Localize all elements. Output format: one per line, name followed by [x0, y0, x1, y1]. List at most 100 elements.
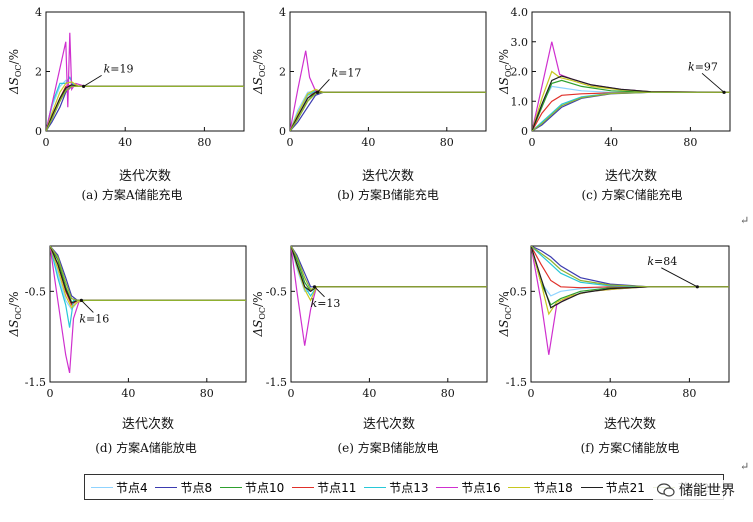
plot-frame [49, 245, 247, 383]
panel-caption: (c) 方案C储能充电 [581, 187, 682, 202]
panel-caption: (f) 方案C储能放电 [581, 440, 680, 455]
y-tick-label: 3.0 [511, 36, 529, 49]
y-tick-label: -0.5 [506, 285, 527, 298]
x-axis-label: 迭代次数 [605, 168, 657, 184]
x-tick-label: 0 [529, 136, 536, 149]
series-line-9 [46, 85, 244, 131]
legend-swatch [436, 486, 459, 488]
series-group [532, 41, 730, 131]
series-line-4 [531, 246, 729, 289]
x-tick-label: 40 [603, 387, 617, 400]
x-tick-label: 80 [683, 136, 697, 149]
x-tick-label: 0 [288, 387, 295, 400]
series-line-6 [50, 246, 246, 374]
series-line-9 [531, 246, 729, 288]
series-group [50, 246, 246, 374]
y-tick-label: -1.5 [266, 376, 287, 389]
chart-panel-c: 0 1.0 2.0 3.0 4.0 0 40 80 k=97 ΔSOC/% 迭代次数 (c) 方案C储… [497, 6, 731, 202]
series-group [46, 32, 244, 131]
series-line-8 [290, 91, 486, 131]
annotation-arrow [81, 300, 94, 313]
x-tick-label: 0 [47, 387, 54, 400]
annotation-arrowhead [79, 298, 83, 302]
y-tick-label: 2 [35, 66, 42, 79]
x-tick-label: 0 [287, 136, 294, 149]
series-group [290, 50, 486, 131]
series-line-2 [290, 91, 486, 131]
y-tick-label: 4 [35, 6, 42, 19]
annotation-arrowhead [695, 285, 699, 289]
annotation-label: k=16 [79, 312, 109, 325]
series-line-9 [290, 91, 486, 131]
y-axis-label: ΔSOC/% [7, 49, 23, 95]
annotation-arrowhead [82, 84, 86, 88]
x-tick-label: 40 [121, 387, 135, 400]
x-axis-label: 迭代次数 [604, 416, 656, 432]
wechat-icon [657, 483, 675, 497]
x-tick-label: 80 [197, 136, 211, 149]
series-line-4 [291, 246, 487, 293]
series-line-7 [50, 246, 246, 309]
series-line-2 [532, 91, 730, 131]
legend-label: 节点4 [116, 480, 148, 495]
series-line-2 [46, 85, 244, 131]
series-line-7 [290, 88, 486, 131]
x-tick-label: 0 [528, 387, 535, 400]
x-tick-label: 0 [43, 136, 50, 149]
series-line-1 [290, 90, 486, 131]
annotation-arrow [701, 72, 725, 93]
plot-frame [289, 11, 487, 132]
series-line-6 [46, 32, 244, 131]
series-line-9 [50, 246, 246, 301]
series-line-9 [291, 246, 487, 291]
legend-label: 节点10 [244, 480, 285, 495]
panel-caption: (b) 方案B储能充电 [337, 187, 439, 202]
series-line-7 [531, 246, 729, 316]
series-group [291, 246, 487, 346]
annotation-arrowhead [312, 285, 317, 289]
y-tick-label: -1.5 [25, 376, 46, 389]
panel-caption: (d) 方案A储能放电 [95, 440, 197, 455]
legend-swatch [580, 486, 603, 488]
series-line-8 [532, 75, 730, 131]
y-axis-label: ΔSOC/% [7, 291, 23, 337]
series-line-8 [46, 84, 244, 131]
series-line-5 [291, 246, 487, 298]
panel-caption: (a) 方案A储能充电 [82, 187, 183, 202]
x-tick-label: 40 [361, 136, 375, 149]
series-line-6 [532, 41, 730, 131]
x-axis-label: 迭代次数 [119, 168, 171, 184]
y-tick-label: 0 [279, 125, 286, 138]
annotation-label: k=84 [647, 255, 677, 268]
legend-item: 节点16 [436, 479, 501, 496]
series-line-2 [531, 246, 729, 288]
legend-item: 节点11 [292, 479, 356, 496]
legend-label: 节点16 [461, 480, 501, 495]
y-tick-label: -1.5 [506, 376, 527, 389]
annotation-arrowhead [315, 90, 320, 94]
y-axis-label: ΔSOC/% [251, 49, 267, 95]
watermark-text: 储能世界 [679, 483, 735, 499]
chart-panel-e: -0.5 -1.50 40 80 k=13 ΔSOC/% 迭代次数 (e) 方案B储能放电 [251, 245, 488, 455]
legend-swatch [155, 486, 178, 488]
series-line-3 [290, 91, 486, 131]
paragraph-mark: ↵ [740, 214, 749, 227]
series-line-5 [532, 91, 730, 131]
x-tick-label: 80 [441, 387, 455, 400]
watermark: 储能世界 [653, 480, 739, 500]
series-line-3 [50, 246, 246, 303]
legend-label: 节点21 [605, 480, 645, 495]
x-tick-label: 40 [362, 387, 376, 400]
legend-item: 节点21 [580, 479, 645, 496]
legend: 节点4节点8节点10节点11节点13节点16节点18节点21节点24 [84, 474, 724, 500]
series-line-7 [46, 81, 244, 131]
legend-item: 节点18 [508, 479, 573, 496]
y-tick-label: 1.0 [511, 95, 529, 108]
y-tick-label: 4 [279, 6, 286, 19]
annotation-arrow [314, 286, 325, 298]
legend-item: 节点8 [155, 479, 212, 496]
annotation-arrow [317, 79, 330, 93]
x-axis-label: 迭代次数 [122, 416, 174, 432]
